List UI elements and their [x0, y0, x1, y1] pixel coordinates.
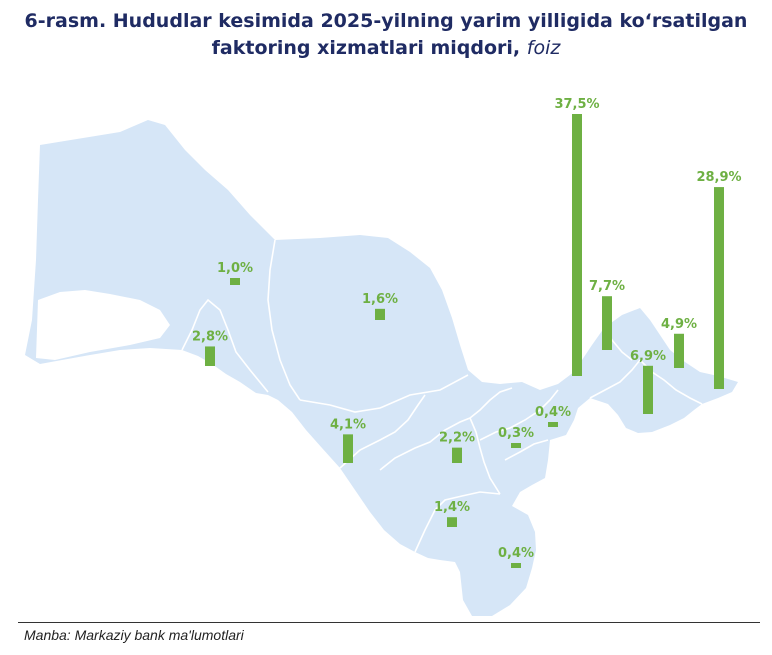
bar [447, 517, 457, 527]
bar [343, 434, 353, 463]
bar [230, 278, 240, 285]
bar-layer: 1,0%2,8%1,6%4,1%2,2% 0,3%0,4%1,4%0,4%37,5… [192, 97, 742, 568]
bar-value-label: 28,9% [696, 170, 741, 185]
bar-value-label: 1,4% [434, 500, 470, 515]
aral-sea [36, 290, 170, 360]
bar [548, 422, 558, 427]
source-note: Manba: Markaziy bank ma'lumotlari [24, 627, 244, 643]
bar [511, 443, 521, 448]
bar-value-label: 4,9% [661, 317, 697, 332]
bar [205, 346, 215, 366]
chart-title: 6-rasm. Hududlar kesimida 2025-yilning y… [0, 8, 772, 62]
map-silhouette [25, 120, 738, 616]
bar [602, 296, 612, 350]
title-line-2: faktoring xizmatlari miqdori, foiz [0, 35, 772, 62]
region-borders [181, 239, 703, 553]
bar-value-label: 37,5% [554, 97, 599, 112]
bar [714, 187, 724, 389]
bar [643, 365, 653, 414]
bar-value-label: 1,0% [217, 261, 253, 276]
bar-value-label: 1,6% [362, 292, 398, 307]
bar-value-label: 6,9% [630, 349, 666, 364]
title-line-2-text: faktoring xizmatlari miqdori, [211, 37, 521, 59]
bar-value-label: 2,8% [192, 329, 228, 344]
bar-value-label: 7,7% [589, 279, 625, 294]
bar [674, 333, 684, 368]
bar-value-label: 4,1% [330, 417, 366, 432]
bar [511, 563, 521, 568]
bar-value-label: 2,2% [439, 431, 475, 446]
bar [375, 308, 385, 320]
source-divider [18, 622, 760, 623]
bar-value-label: 0,4% [535, 405, 571, 420]
title-unit: foiz [526, 37, 561, 59]
bar [452, 447, 462, 463]
bar-value-label: 0,3% [498, 426, 534, 441]
uzbekistan-map: 1,0%2,8%1,6%4,1%2,2% 0,3%0,4%1,4%0,4%37,5… [25, 97, 742, 616]
bar-value-label: 0,4% [498, 546, 534, 561]
title-line-1: 6-rasm. Hududlar kesimida 2025-yilning y… [24, 10, 748, 32]
bar [572, 114, 582, 376]
